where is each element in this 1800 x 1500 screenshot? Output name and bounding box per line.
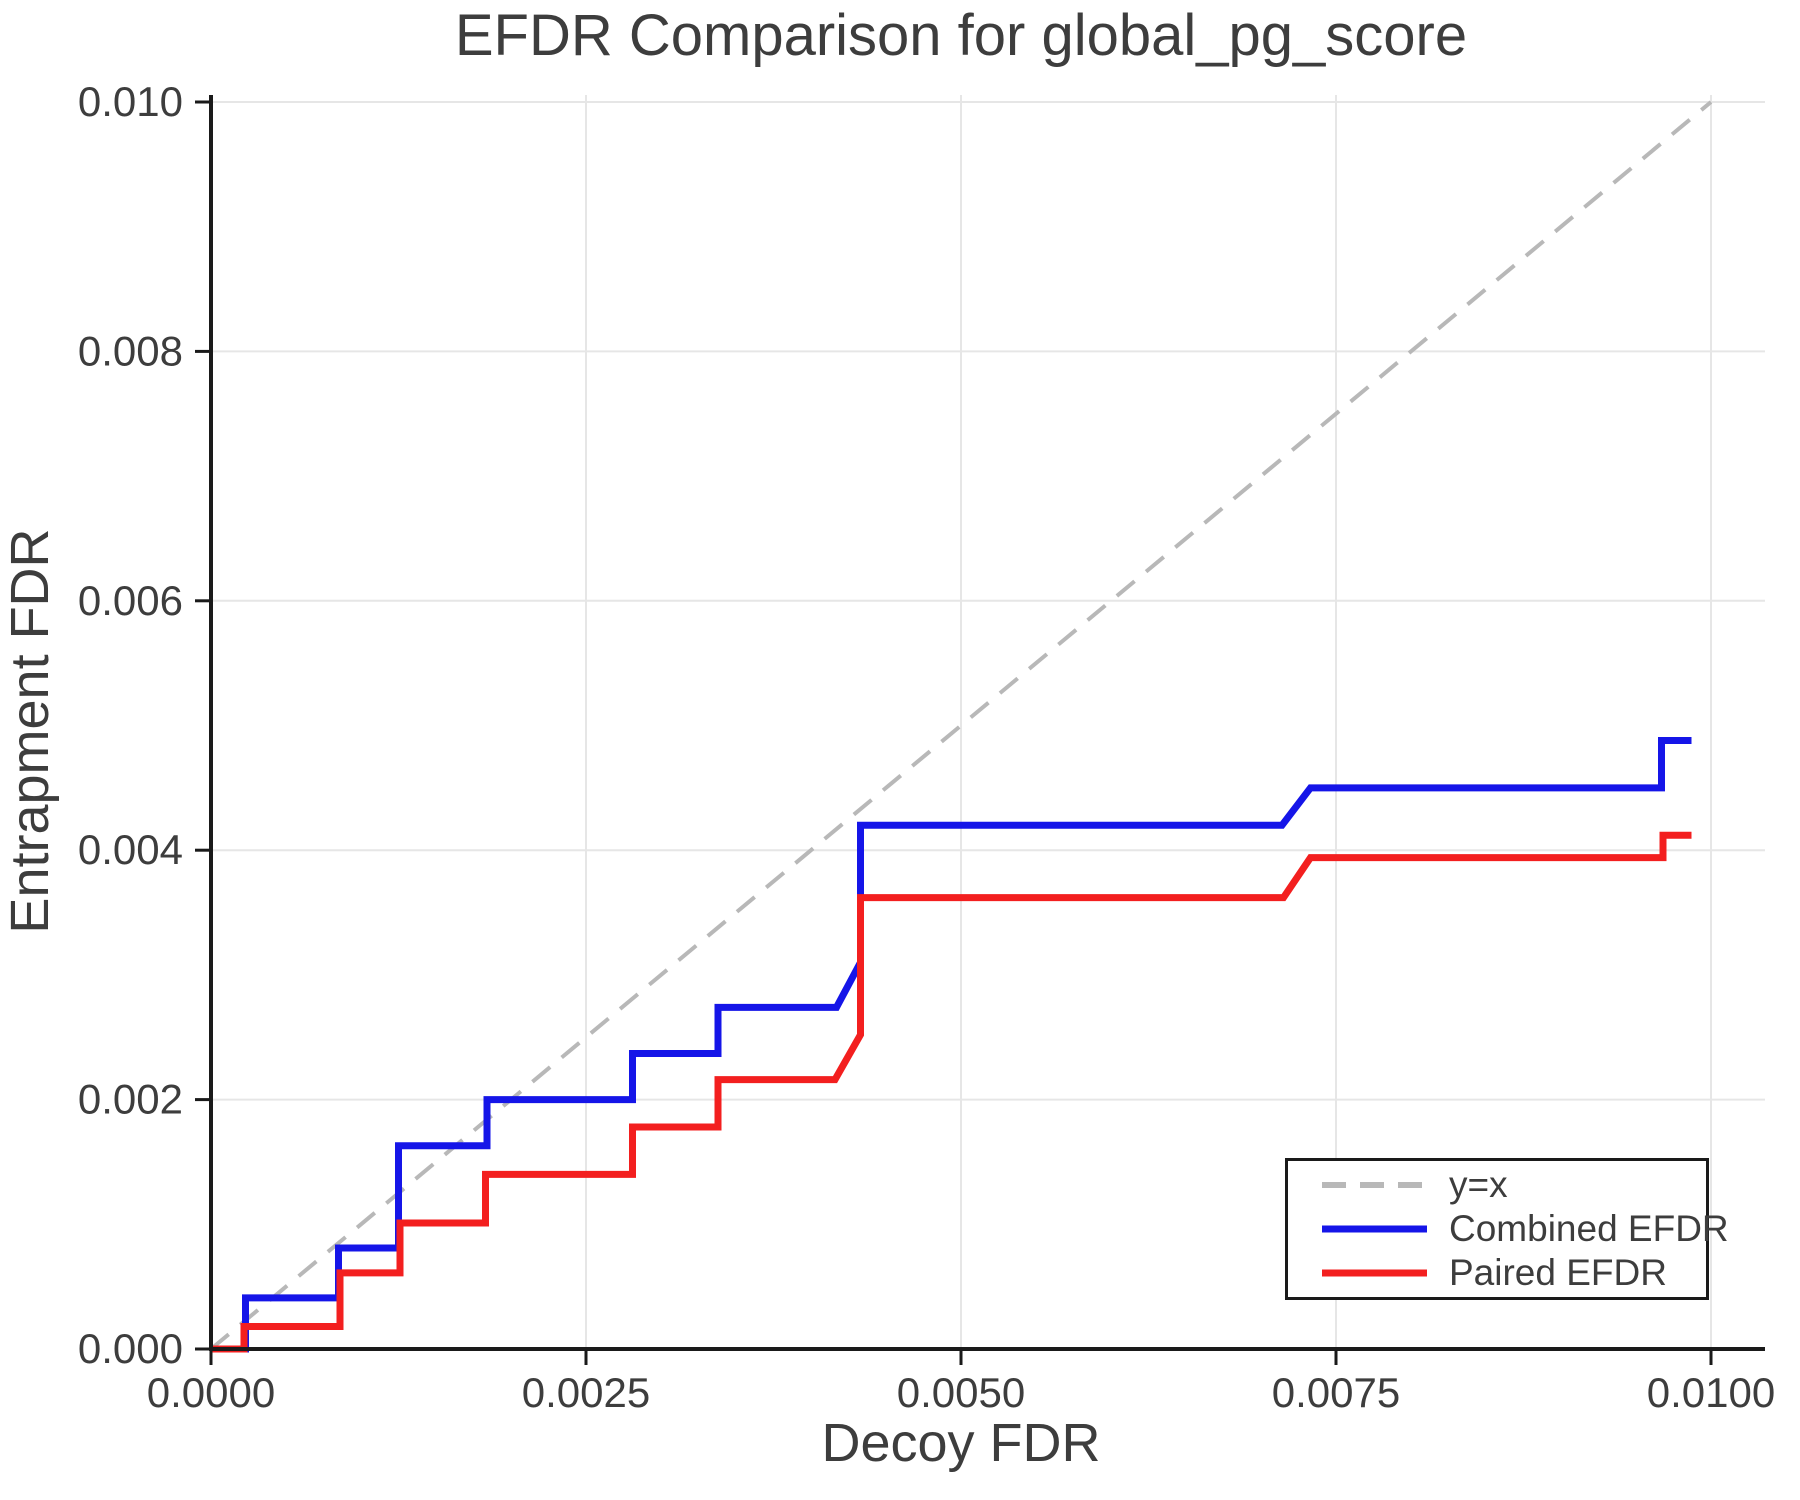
x-tick-label: 0.0075 (1272, 1369, 1400, 1416)
legend-item-combined: Combined EFDR (1322, 1208, 1729, 1250)
identity-line-sample (1322, 1182, 1427, 1188)
paired-efdr-line (211, 831, 1692, 1353)
y-tick-label: 0.000 (78, 1325, 183, 1372)
y-tick-label: 0.006 (78, 577, 183, 624)
y-tick-label: 0.010 (78, 78, 183, 125)
combined-line-sample (1322, 1225, 1427, 1233)
x-tick-label: 0.0025 (522, 1369, 650, 1416)
y-tick-label: 0.002 (78, 1076, 183, 1123)
x-axis-label: Decoy FDR (821, 1413, 1101, 1473)
x-tick-label: 0.0050 (897, 1369, 1025, 1416)
legend-label-identity: y=x (1449, 1164, 1508, 1205)
y-tick-label: 0.008 (78, 327, 183, 374)
legend-item-paired: Paired EFDR (1322, 1252, 1696, 1294)
paired-line-sample (1322, 1269, 1427, 1277)
legend-label-paired: Paired EFDR (1449, 1252, 1667, 1293)
chart-title: EFDR Comparison for global_pg_score (454, 3, 1468, 68)
legend: y=x Combined EFDR Paired EFDR (1285, 1158, 1729, 1300)
y-tick-label: 0.004 (78, 826, 183, 873)
x-tick-label: 0.0100 (1647, 1369, 1775, 1416)
legend-item-identity: y=x (1322, 1164, 1696, 1206)
legend-label-combined: Combined EFDR (1449, 1208, 1729, 1249)
y-axis-label: Entrapment FDR (0, 528, 60, 934)
identity-line (209, 100, 1713, 1351)
x-tick-label: 0.0000 (147, 1369, 275, 1416)
